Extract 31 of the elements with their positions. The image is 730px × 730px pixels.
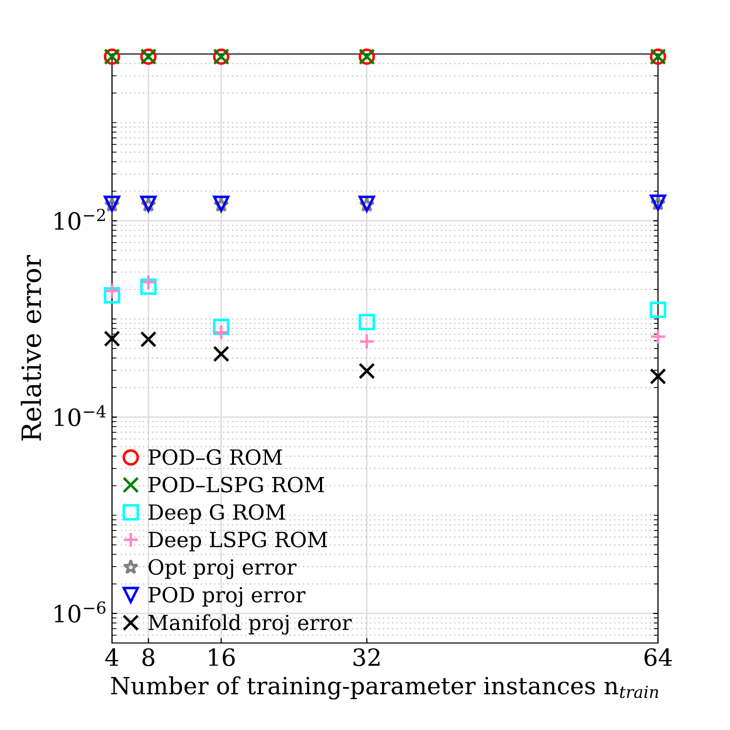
legend-label: Deep LSPG ROM (148, 532, 328, 552)
point (650, 368, 666, 385)
x-tick-label: 8 (142, 648, 154, 666)
y-tick-label: 10$^{−2}$ (54, 208, 105, 230)
point (104, 330, 120, 347)
legend-label: Deep G ROM (148, 504, 286, 524)
point (213, 346, 230, 362)
legend-label: POD proj error (148, 586, 306, 607)
point (104, 282, 120, 300)
y-axis-title: Relative error (20, 255, 42, 441)
point (358, 362, 375, 380)
point (140, 274, 157, 290)
point (140, 331, 157, 348)
y-tick-label: 10$^{−6}$ (54, 601, 106, 623)
legend-label: POD–G ROM (148, 449, 282, 466)
point (650, 328, 666, 345)
x-tick-label: 32 (354, 648, 380, 666)
x-tick-label: 4 (105, 648, 118, 666)
point (650, 302, 666, 318)
point (213, 318, 230, 336)
legend-label: POD–LSPG ROM (148, 476, 324, 492)
legend-label: Opt proj error (148, 559, 296, 580)
x-tick-label: 16 (209, 648, 235, 666)
point (213, 324, 230, 341)
point (140, 278, 157, 295)
legend-label: Manifold proj error (148, 614, 352, 635)
y-tick-label: 10$^{−4}$ (54, 405, 106, 426)
point (358, 333, 375, 350)
x-tick-label: 64 (644, 648, 672, 666)
x-axis-title: Number of training-parameter instances n$_{train}$ (111, 676, 658, 700)
point (358, 314, 375, 330)
